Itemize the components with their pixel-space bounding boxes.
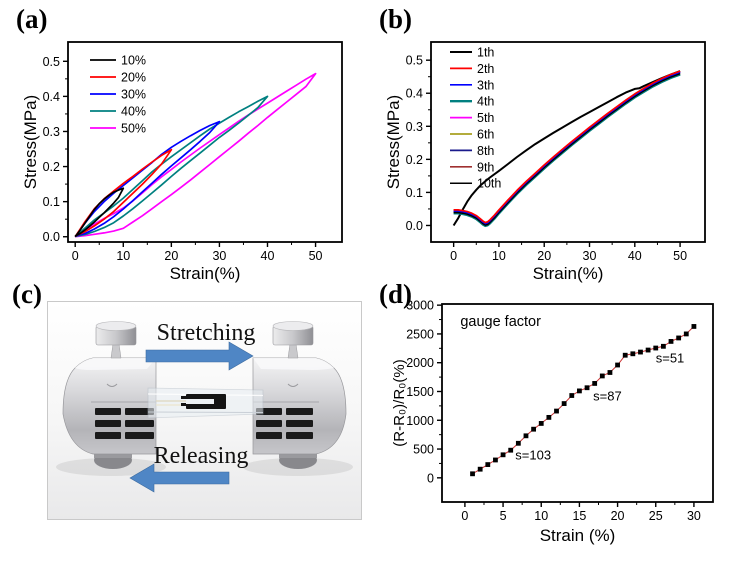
svg-text:5: 5 [500, 509, 507, 523]
svg-text:6th: 6th [477, 128, 494, 142]
right-clamp-knob [272, 321, 314, 359]
svg-text:s=87: s=87 [593, 389, 622, 404]
svg-text:0.1: 0.1 [406, 186, 423, 200]
strain-gauge [181, 394, 226, 409]
svg-text:30%: 30% [121, 88, 146, 102]
svg-text:(R-R₀)/R₀(%): (R-R₀)/R₀(%) [391, 359, 408, 446]
chart-d-gauge-factor: 0 5 10 15 20 25 30 0 500 1000 1500 2000 2500 3000 Stra… [390, 292, 725, 555]
svg-text:10: 10 [534, 509, 548, 523]
svg-text:20: 20 [611, 509, 625, 523]
svg-text:30: 30 [687, 509, 701, 523]
svg-text:0.0: 0.0 [406, 219, 423, 233]
svg-text:0.4: 0.4 [406, 87, 423, 101]
svg-text:s=51: s=51 [656, 351, 685, 366]
svg-text:0.3: 0.3 [406, 120, 423, 134]
svg-text:0: 0 [450, 249, 457, 263]
svg-text:3000: 3000 [406, 299, 434, 313]
svg-text:8th: 8th [477, 144, 494, 158]
left-clamp-dimple [106, 383, 118, 387]
svg-text:50: 50 [673, 249, 687, 263]
svg-text:40: 40 [261, 249, 275, 263]
svg-text:10: 10 [116, 249, 130, 263]
svg-text:1500: 1500 [406, 385, 434, 399]
svg-text:10: 10 [492, 249, 506, 263]
svg-text:20%: 20% [121, 71, 146, 85]
svg-text:0.5: 0.5 [43, 55, 60, 69]
left-clamp-knob [95, 321, 137, 359]
svg-text:s=103: s=103 [515, 447, 551, 462]
svg-text:40: 40 [628, 249, 642, 263]
left-clamp [62, 321, 157, 469]
svg-text:30: 30 [583, 249, 597, 263]
releasing-arrow-icon [129, 463, 230, 493]
chart-a-stress-strain-by-max-strain: 0 10 20 30 40 50 0.0 0.1 0.2 0.3 0.4 0.5 Strain(%) St… [21, 26, 352, 293]
svg-text:50%: 50% [121, 122, 146, 136]
sensor-strip [147, 387, 264, 419]
right-clamp-slots [256, 408, 313, 439]
svg-text:4th: 4th [477, 95, 494, 109]
svg-text:2th: 2th [477, 62, 494, 76]
svg-text:0.2: 0.2 [406, 153, 423, 167]
svg-text:0: 0 [427, 471, 434, 485]
svg-text:2000: 2000 [406, 356, 434, 370]
svg-text:Stress(MPa): Stress(MPa) [22, 95, 40, 189]
svg-text:9th: 9th [477, 160, 494, 174]
right-clamp-dimple [287, 383, 299, 387]
right-clamp [252, 321, 347, 469]
releasing-label: Releasing [154, 443, 249, 469]
panel-b-label: (b) [379, 4, 412, 34]
svg-text:0.5: 0.5 [406, 54, 423, 68]
svg-text:500: 500 [413, 443, 434, 457]
svg-text:30: 30 [212, 249, 226, 263]
svg-text:Strain(%): Strain(%) [533, 264, 604, 283]
chart-b-stress-strain-by-cycle: 0 10 20 30 40 50 0.0 0.1 0.2 0.3 0.4 0.5 Strain(%) St… [384, 26, 715, 293]
svg-text:0: 0 [461, 509, 468, 523]
svg-text:Strain(%): Strain(%) [170, 264, 241, 283]
svg-text:1000: 1000 [406, 414, 434, 428]
svg-text:0.0: 0.0 [43, 230, 60, 244]
panel-d-label: (d) [379, 279, 412, 309]
svg-text:50: 50 [309, 249, 323, 263]
svg-text:10th: 10th [477, 177, 501, 191]
svg-text:2500: 2500 [406, 327, 434, 341]
svg-text:3th: 3th [477, 78, 494, 92]
panel-c-label: (c) [12, 279, 42, 309]
right-clamp-body [252, 357, 347, 455]
svg-text:Stress(MPa): Stress(MPa) [385, 95, 403, 189]
svg-text:25: 25 [649, 509, 663, 523]
stretching-label: Stretching [157, 320, 256, 346]
panel-a-label: (a) [16, 4, 48, 34]
svg-text:20: 20 [164, 249, 178, 263]
svg-text:0.2: 0.2 [43, 160, 60, 174]
svg-text:Strain (%): Strain (%) [540, 526, 616, 545]
svg-text:0.3: 0.3 [43, 125, 60, 139]
svg-text:10%: 10% [121, 54, 146, 68]
svg-text:40%: 40% [121, 105, 146, 119]
svg-text:5th: 5th [477, 111, 494, 125]
left-clamp-slots [95, 408, 154, 439]
svg-text:15: 15 [572, 509, 586, 523]
device-illustration: Stretching Releasing [56, 320, 353, 493]
svg-text:0.1: 0.1 [43, 195, 60, 209]
left-clamp-body [62, 357, 157, 455]
svg-text:20: 20 [537, 249, 551, 263]
svg-text:1th: 1th [477, 46, 494, 60]
svg-text:0: 0 [72, 249, 79, 263]
device-photo-box: Stretching Releasing [47, 301, 362, 520]
stretching-arrow-icon [145, 341, 254, 371]
svg-text:0.4: 0.4 [43, 90, 60, 104]
svg-text:gauge factor: gauge factor [460, 314, 541, 330]
